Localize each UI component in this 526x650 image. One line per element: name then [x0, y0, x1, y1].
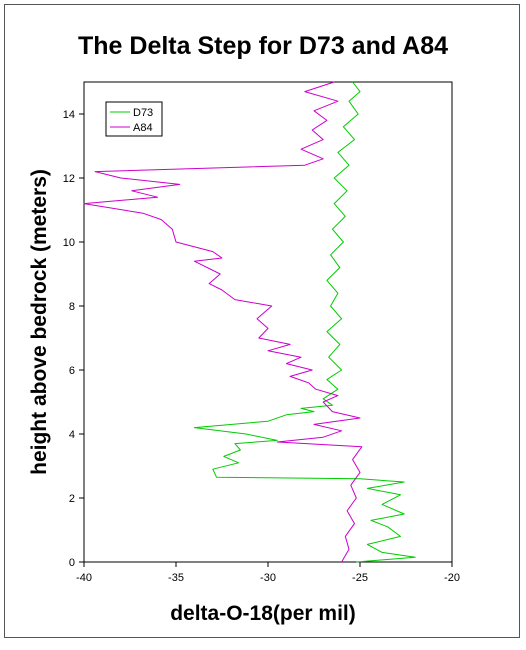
x-tick-label: -20 — [444, 572, 460, 584]
y-tick-label: 4 — [69, 429, 75, 441]
legend-label-d73: D73 — [133, 107, 153, 119]
plot-area — [83, 81, 453, 563]
y-tick-label: 6 — [69, 365, 75, 377]
y-tick-label: 10 — [63, 237, 75, 249]
y-axis: 0 2 4 6 8 10 12 14 — [63, 109, 84, 569]
x-tick-label: -35 — [168, 572, 184, 584]
y-tick-label: 12 — [63, 173, 75, 185]
legend-box — [105, 101, 163, 137]
y-tick-label: 8 — [69, 301, 75, 313]
chart-frame — [4, 4, 520, 638]
chart-title: The Delta Step for D73 and A84 — [78, 32, 448, 60]
y-tick-label: 2 — [69, 493, 75, 505]
y-tick-label: 0 — [69, 557, 75, 569]
x-axis: -40 -35 -30 -25 -20 — [76, 562, 460, 584]
legend-label-a84: A84 — [133, 122, 153, 134]
series-line-d73 — [193, 81, 416, 563]
x-tick-label: -25 — [352, 572, 368, 584]
x-tick-label: -40 — [76, 572, 92, 584]
x-tick-label: -30 — [260, 572, 276, 584]
y-tick-label: 14 — [63, 109, 75, 121]
series-layer — [83, 81, 416, 563]
series-line-a84 — [83, 81, 363, 563]
x-axis-title: delta-O-18(per mil) — [170, 602, 356, 625]
y-axis-title: height above bedrock (meters) — [28, 169, 51, 475]
